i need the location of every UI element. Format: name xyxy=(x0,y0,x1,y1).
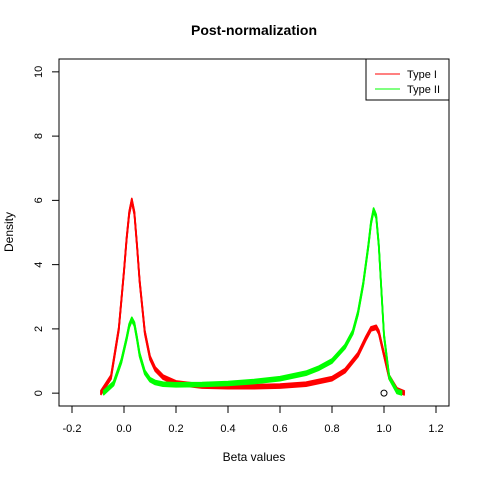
density-line xyxy=(99,199,406,394)
y-tick-label: 8 xyxy=(33,133,45,139)
legend-box xyxy=(365,58,450,101)
x-tick-label: 1.0 xyxy=(376,423,391,435)
y-tick-label: 10 xyxy=(33,66,45,78)
y-tick-label: 2 xyxy=(33,326,45,332)
series-type-ii xyxy=(102,207,403,396)
density-line xyxy=(99,200,406,396)
legend-label: Type I xyxy=(407,69,437,81)
legend-label: Type II xyxy=(407,84,440,96)
series-type-i xyxy=(99,197,406,396)
x-axis: -0.2 0.0 0.2 0.4 0.6 0.8 1.0 1.2 xyxy=(63,405,444,435)
y-axis: 0 2 4 6 8 10 xyxy=(33,66,60,396)
density-line xyxy=(99,198,406,393)
y-axis-title: Density xyxy=(2,212,16,252)
x-tick-label: 0.2 xyxy=(168,423,183,435)
y-tick-label: 6 xyxy=(33,197,45,203)
annotations xyxy=(380,389,388,397)
density-line xyxy=(99,197,406,392)
plot-frame xyxy=(58,58,450,407)
density-line xyxy=(102,210,403,396)
open-circle-marker xyxy=(380,389,388,397)
density-line xyxy=(99,201,406,396)
density-line xyxy=(99,200,406,395)
y-tick-label: 4 xyxy=(33,262,45,268)
x-axis-title: Beta values xyxy=(223,450,286,464)
x-tick-label: 0.0 xyxy=(116,423,131,435)
legend: Type I Type II xyxy=(365,58,450,101)
density-curves xyxy=(99,197,406,396)
density-line xyxy=(102,208,403,393)
chart-title: Post-normalization xyxy=(191,22,317,38)
x-tick-label: 0.4 xyxy=(220,423,235,435)
density-line xyxy=(102,208,403,394)
x-tick-label: 1.2 xyxy=(428,423,443,435)
x-tick-label: 0.8 xyxy=(324,423,339,435)
x-tick-label: 0.6 xyxy=(272,423,287,435)
y-tick-label: 0 xyxy=(33,390,45,396)
density-line xyxy=(102,211,403,396)
density-line xyxy=(102,209,403,395)
density-line xyxy=(102,207,403,392)
x-tick-label: -0.2 xyxy=(63,423,82,435)
